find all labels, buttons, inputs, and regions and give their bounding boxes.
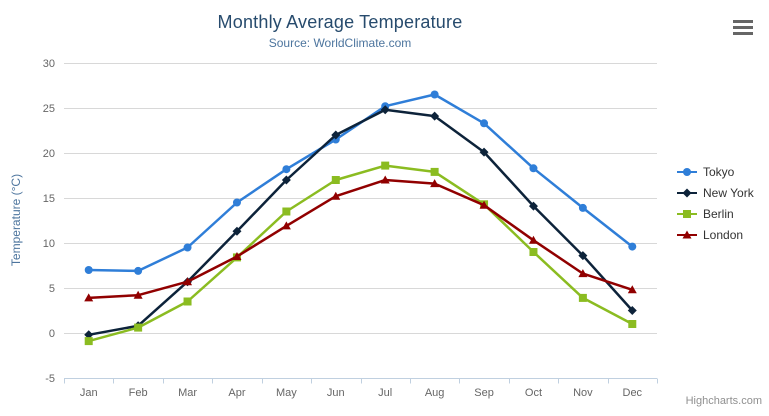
legend-item-london[interactable]: London	[676, 224, 754, 245]
svg-text:0: 0	[49, 328, 55, 340]
hamburger-menu-icon	[733, 32, 753, 35]
legend-diamond-icon	[677, 188, 697, 197]
legend-item-tokyo[interactable]: Tokyo	[676, 161, 754, 182]
export-menu-button[interactable]	[731, 18, 755, 38]
svg-text:25: 25	[43, 103, 55, 115]
legend: Tokyo New York Berlin London	[676, 161, 754, 245]
svg-text:Feb: Feb	[129, 387, 148, 399]
svg-text:10: 10	[43, 238, 55, 250]
svg-text:Jul: Jul	[378, 387, 392, 399]
hamburger-menu-icon	[733, 26, 753, 29]
svg-text:Sep: Sep	[474, 387, 494, 399]
svg-text:Nov: Nov	[573, 387, 593, 399]
svg-text:Jun: Jun	[327, 387, 345, 399]
svg-text:Aug: Aug	[425, 387, 445, 399]
legend-label: Tokyo	[703, 164, 735, 179]
svg-text:Oct: Oct	[525, 387, 542, 399]
legend-triangle-icon	[677, 230, 697, 238]
svg-text:Apr: Apr	[228, 387, 245, 399]
chart-title: Monthly Average Temperature	[217, 12, 463, 32]
legend-label: London	[703, 227, 744, 242]
legend-label: Berlin	[703, 206, 734, 221]
svg-text:Dec: Dec	[623, 387, 643, 399]
legend-item-berlin[interactable]: Berlin	[676, 203, 754, 224]
svg-text:Jan: Jan	[80, 387, 98, 399]
svg-text:Mar: Mar	[178, 387, 197, 399]
svg-text:30: 30	[43, 58, 55, 70]
svg-text:20: 20	[43, 148, 55, 160]
legend-square-icon	[677, 209, 697, 218]
legend-label: New York	[703, 185, 754, 200]
svg-text:May: May	[276, 387, 297, 399]
svg-text:15: 15	[43, 193, 55, 205]
credits-link[interactable]: Highcharts.com	[685, 395, 762, 407]
svg-text:5: 5	[49, 283, 55, 295]
y-axis-title: Temperature (°C)	[9, 173, 23, 267]
hamburger-menu-icon	[733, 20, 753, 23]
chart-subtitle: Source: WorldClimate.com	[268, 36, 412, 50]
legend-circle-icon	[677, 167, 697, 176]
legend-item-new-york[interactable]: New York	[676, 182, 754, 203]
svg-text:-5: -5	[45, 373, 55, 385]
